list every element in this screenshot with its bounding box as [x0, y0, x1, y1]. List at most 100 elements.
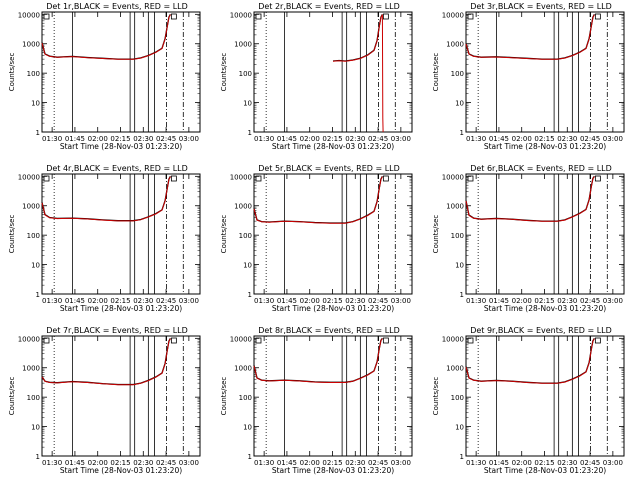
x-tick-label: 02:15	[110, 297, 130, 305]
lld-series-line	[253, 176, 383, 224]
x-axis-label: Start Time (28-Nov-03 01:23:20)	[60, 304, 182, 313]
y-tick-label: 1	[36, 291, 40, 299]
detector-panel: Det 6r,BLACK = Events, RED = LLD 1 10 100 10…	[432, 164, 625, 313]
events-series-line	[332, 14, 383, 62]
y-tick-label: 1	[248, 291, 252, 299]
x-tick-label: 02:45	[580, 459, 600, 467]
y-tick-label: 1	[460, 453, 464, 461]
y-tick-label: 10	[31, 100, 40, 108]
x-tick-label: 02:30	[133, 297, 153, 305]
x-tick-label: 01:30	[254, 297, 274, 305]
chart-title: Det 6r,BLACK = Events, RED = LLD	[470, 164, 612, 173]
y-tick-label: 1	[460, 129, 464, 137]
plot-frame	[465, 335, 625, 457]
y-tick-label: 10000	[442, 11, 464, 19]
detector-panel: Det 2r,BLACK = Events, RED = LLD 1 10 100 10…	[220, 2, 413, 151]
x-tick-label: 03:00	[179, 135, 199, 143]
x-tick-label: 02:45	[368, 459, 388, 467]
x-tick-label: 01:30	[254, 459, 274, 467]
x-tick-label: 02:00	[300, 459, 320, 467]
x-axis-label: Start Time (28-Nov-03 01:23:20)	[60, 142, 182, 151]
x-tick-label: 02:15	[110, 459, 130, 467]
y-tick-label: 1	[36, 453, 40, 461]
y-tick-label: 1	[460, 291, 464, 299]
x-tick-label: 02:15	[534, 297, 554, 305]
x-tick-label: 02:30	[345, 297, 365, 305]
x-axis-label: Start Time (28-Nov-03 01:23:20)	[484, 304, 606, 313]
x-tick-label: 01:30	[42, 297, 62, 305]
x-tick-label: 01:45	[65, 135, 85, 143]
y-tick-label: 10000	[442, 173, 464, 181]
x-tick-label: 02:00	[512, 297, 532, 305]
corner-marker	[170, 337, 177, 344]
x-tick-label: 02:30	[133, 135, 153, 143]
x-tick-label: 01:30	[466, 459, 486, 467]
detector-panel: Det 5r,BLACK = Events, RED = LLD 1 10 100 10…	[220, 164, 413, 313]
x-tick-label: 02:45	[580, 135, 600, 143]
y-tick-label: 10	[243, 262, 252, 270]
events-series-line	[41, 176, 171, 222]
y-tick-label: 1000	[446, 203, 464, 211]
x-tick-label: 02:45	[368, 135, 388, 143]
x-tick-label: 02:00	[512, 459, 532, 467]
x-tick-label: 02:30	[557, 459, 577, 467]
x-tick-label: 01:30	[42, 459, 62, 467]
x-tick-label: 03:00	[603, 459, 623, 467]
events-series-line	[465, 337, 595, 384]
y-tick-label: 10000	[18, 11, 40, 19]
plot-frame	[465, 173, 625, 295]
chart-title: Det 4r,BLACK = Events, RED = LLD	[46, 164, 188, 173]
x-tick-label: 03:00	[391, 135, 411, 143]
corner-marker	[467, 175, 474, 182]
corner-marker	[467, 337, 474, 344]
plot-frame	[253, 11, 413, 133]
y-tick-label: 10	[243, 424, 252, 432]
plot-frame	[41, 11, 201, 133]
x-axis-label: Start Time (28-Nov-03 01:23:20)	[272, 466, 394, 475]
x-axis-label: Start Time (28-Nov-03 01:23:20)	[484, 142, 606, 151]
y-tick-label: 10	[455, 424, 464, 432]
x-tick-label: 03:00	[179, 297, 199, 305]
x-tick-label: 01:45	[277, 459, 297, 467]
x-tick-label: 02:15	[322, 459, 342, 467]
y-tick-label: 10	[455, 262, 464, 270]
chart-title: Det 2r,BLACK = Events, RED = LLD	[258, 2, 400, 11]
plot-frame	[253, 335, 413, 457]
x-tick-label: 02:15	[534, 135, 554, 143]
corner-marker	[382, 13, 389, 20]
corner-marker	[382, 337, 389, 344]
y-tick-label: 1	[36, 129, 40, 137]
x-tick-label: 01:45	[277, 135, 297, 143]
x-tick-label: 02:15	[110, 135, 130, 143]
chart-title: Det 1r,BLACK = Events, RED = LLD	[46, 2, 188, 11]
chart-title: Det 7r,BLACK = Events, RED = LLD	[46, 326, 188, 335]
corner-marker	[594, 337, 601, 344]
y-tick-label: 1000	[234, 41, 252, 49]
chart-title: Det 3r,BLACK = Events, RED = LLD	[470, 2, 612, 11]
y-tick-label: 10000	[230, 335, 252, 343]
y-tick-label: 10	[31, 424, 40, 432]
x-tick-label: 01:45	[65, 459, 85, 467]
y-tick-label: 1	[248, 129, 252, 137]
y-axis-label: Counts/sec	[8, 377, 16, 416]
x-tick-label: 02:00	[88, 297, 108, 305]
x-tick-label: 02:00	[88, 135, 108, 143]
plot-frame	[41, 335, 201, 457]
x-tick-label: 02:00	[88, 459, 108, 467]
x-tick-label: 03:00	[391, 459, 411, 467]
chart-title: Det 8r,BLACK = Events, RED = LLD	[258, 326, 400, 335]
x-tick-label: 02:30	[345, 459, 365, 467]
y-tick-label: 100	[27, 70, 40, 78]
y-tick-label: 10000	[230, 11, 252, 19]
detector-panel: Det 1r,BLACK = Events, RED = LLD 1 10 100 10…	[8, 2, 201, 151]
y-axis-label: Counts/sec	[432, 377, 440, 416]
y-axis-label: Counts/sec	[220, 377, 228, 416]
x-axis-label: Start Time (28-Nov-03 01:23:20)	[60, 466, 182, 475]
x-tick-label: 02:45	[156, 135, 176, 143]
x-tick-label: 02:30	[133, 459, 153, 467]
y-tick-label: 1000	[22, 365, 40, 373]
plot-frame	[465, 11, 625, 133]
x-tick-label: 02:45	[368, 297, 388, 305]
y-tick-label: 100	[451, 70, 464, 78]
events-series-line	[253, 337, 383, 383]
